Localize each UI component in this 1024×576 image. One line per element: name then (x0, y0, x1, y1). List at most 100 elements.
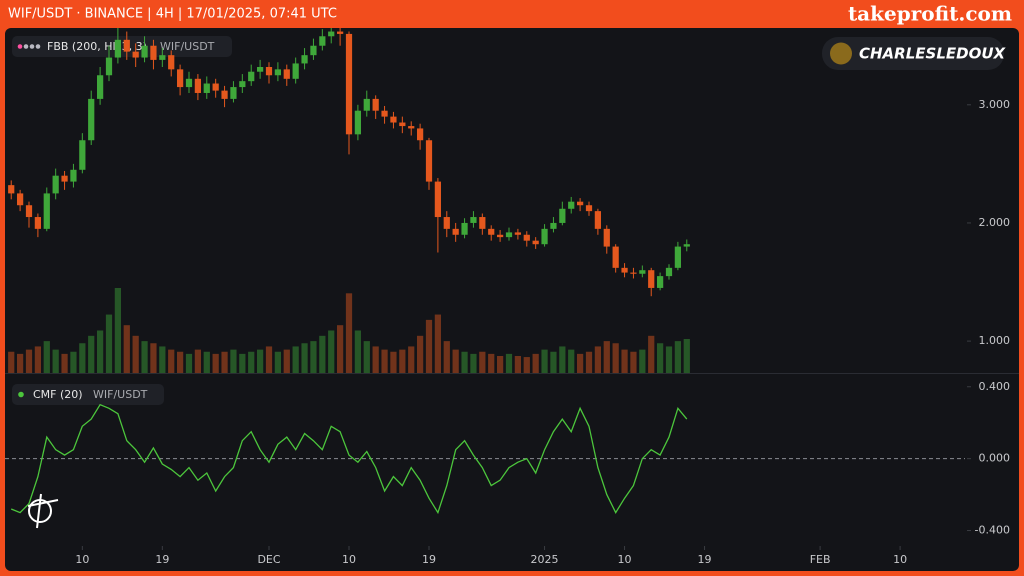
x-tick-label: 2025 (531, 553, 559, 566)
volume-bar (372, 346, 379, 373)
candle-body (97, 75, 104, 99)
volume-bar (452, 349, 459, 373)
candle-body (577, 201, 584, 206)
candle-body (319, 36, 326, 46)
candle-body (25, 205, 33, 218)
legend-name: CMF (20) (33, 388, 83, 401)
candle-body (541, 228, 548, 245)
candle-body (283, 69, 290, 79)
brand[interactable]: takeprofit.com (848, 2, 1012, 26)
volume-bar (541, 349, 548, 373)
candle-body (452, 228, 459, 235)
candle-body (177, 69, 184, 88)
volume-bar (390, 351, 397, 373)
volume-bar (61, 353, 68, 373)
candle-body (88, 98, 95, 141)
candle-body (212, 83, 219, 91)
volume-bar (141, 341, 148, 373)
volume-bar (381, 349, 388, 373)
candle-body (185, 78, 193, 88)
candle-body (61, 175, 68, 182)
volume-bar (665, 346, 673, 373)
volume-bar (34, 346, 41, 373)
legend-symbol: WIF/USDT (93, 388, 148, 401)
candle-body (674, 246, 681, 268)
candle-body (559, 208, 566, 223)
candle-body (301, 55, 308, 64)
candle-body (230, 87, 237, 99)
candle-body (568, 201, 575, 209)
volume-bar (577, 353, 584, 373)
candle-body (328, 31, 335, 37)
candle-body (612, 246, 619, 268)
volume-bar (221, 351, 228, 373)
legend-icon (23, 44, 29, 49)
badge-text: CHARLESLEDOUX (859, 45, 1007, 63)
candle-body (461, 222, 468, 235)
volume-bar (488, 353, 495, 373)
legend-icon (17, 44, 23, 49)
candle-body (381, 110, 388, 117)
volume-bar (479, 351, 486, 373)
volume-bar (461, 351, 468, 373)
candle-body (141, 45, 148, 58)
volume-bar (274, 351, 281, 373)
candle-body (354, 110, 361, 135)
x-tick-label: 19 (422, 553, 436, 566)
candle-body (239, 81, 246, 88)
candle-body (345, 33, 353, 135)
candle-body (603, 228, 610, 247)
candle-body (34, 217, 41, 229)
candle-body (417, 128, 424, 141)
volume-bar (648, 335, 655, 373)
y-tick-label: -0.400 (975, 524, 1010, 537)
candle-body (443, 217, 450, 229)
volume-bar (514, 356, 521, 373)
candle-body (665, 267, 673, 277)
badge-avatar (830, 42, 852, 65)
volume-bar (568, 349, 575, 373)
volume-bar (399, 349, 406, 373)
candle-body (470, 217, 477, 223)
candle-body (648, 270, 655, 288)
plot-area (8, 28, 690, 373)
volume-bar (657, 343, 664, 373)
volume-bar (17, 353, 24, 373)
y-tick-label: 0.400 (979, 380, 1011, 393)
candle-body (159, 55, 166, 60)
candle-body (292, 63, 299, 79)
volume-bar (559, 346, 566, 373)
candle-body (105, 57, 113, 76)
volume-bar (630, 351, 637, 373)
candle-body (657, 276, 664, 288)
candle-body (310, 45, 317, 56)
volume-bar (328, 330, 335, 373)
candle-body (621, 267, 628, 273)
candle-body (132, 51, 139, 58)
volume-bar (363, 341, 370, 373)
x-tick-label: FEB (810, 553, 831, 566)
candle-body (114, 39, 121, 58)
volume-bar (132, 335, 139, 373)
legend-box (12, 384, 164, 405)
candle-body (17, 193, 24, 206)
candle-body (221, 90, 228, 99)
volume-bar (283, 349, 290, 373)
legend-name: FBB (200, Hlc3, 3) (47, 40, 147, 53)
candle-body (514, 232, 521, 235)
candle-body (479, 217, 486, 229)
volume-bar (603, 341, 610, 373)
y-tick-label: 1.000 (979, 334, 1011, 347)
volume-bar (674, 341, 681, 373)
candle-body (523, 234, 530, 241)
candle-body (372, 98, 379, 111)
y-tick-label: 3.000 (979, 98, 1011, 111)
candle-body (532, 240, 539, 245)
x-tick-label: 10 (618, 553, 632, 566)
legend-symbol: WIF/USDT (160, 40, 215, 53)
volume-bar (292, 346, 299, 373)
candle-body (123, 39, 130, 52)
candle-body (488, 228, 495, 235)
volume-bar (239, 353, 246, 373)
